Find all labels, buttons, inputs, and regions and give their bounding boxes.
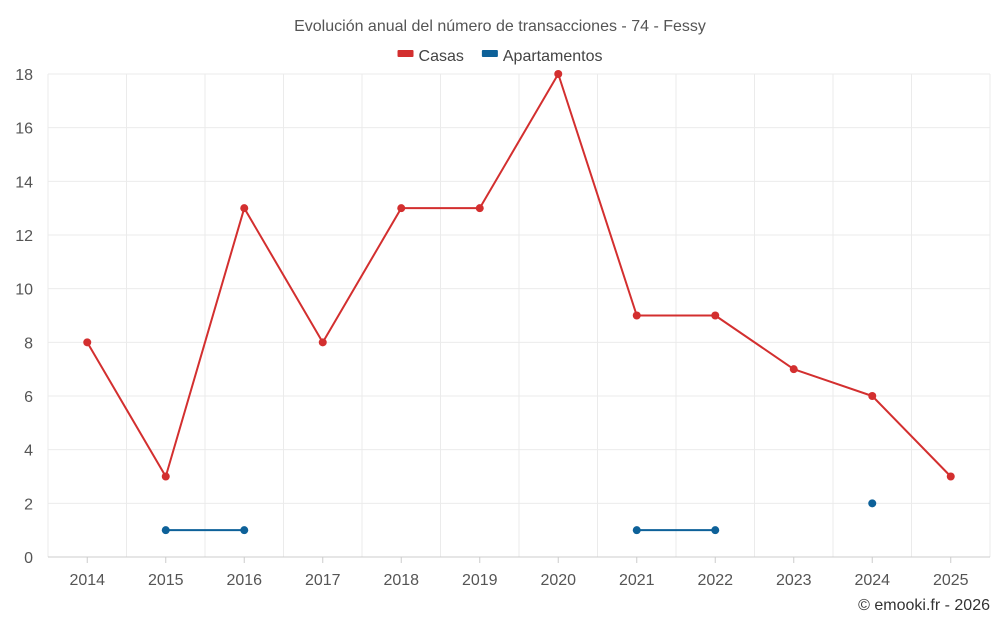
grid (47, 73, 991, 558)
data-point-casas-2017[interactable] (318, 338, 327, 347)
x-tick-label: 2022 (697, 572, 733, 589)
chart-title: Evolución anual del número de transaccio… (294, 18, 706, 35)
y-tick-label: 16 (15, 121, 33, 138)
x-tick-label: 2018 (383, 572, 419, 589)
x-axis-ticks: 2014 2015 2016 2017 2018 2019 2020 2021 2022 2023… (69, 557, 969, 589)
data-point-casas-2019[interactable] (475, 204, 484, 213)
data-point-apartamentos-2021[interactable] (632, 526, 641, 535)
credit-text: © emooki.fr - 2026 (858, 597, 990, 614)
data-point-apartamentos-2024[interactable] (868, 499, 877, 508)
x-tick-label: 2019 (462, 572, 498, 589)
data-point-casas-2022[interactable] (711, 311, 720, 320)
x-tick-label: 2023 (776, 572, 812, 589)
y-tick-label: 12 (15, 228, 33, 245)
x-tick-label: 2014 (69, 572, 105, 589)
y-tick-label: 4 (24, 443, 33, 460)
y-axis-ticks: 0 2 4 6 8 10 12 14 16 18 (15, 67, 33, 567)
series-casas (83, 70, 955, 481)
data-point-apartamentos-2015[interactable] (161, 526, 170, 535)
legend-swatch-apartamentos (481, 50, 498, 57)
legend-label-apartamentos: Apartamentos (503, 48, 603, 65)
x-tick-label: 2025 (933, 572, 969, 589)
x-tick-label: 2024 (854, 572, 890, 589)
legend-item-apartamentos[interactable]: Apartamentos (481, 48, 603, 65)
x-tick-label: 2017 (305, 572, 341, 589)
data-point-casas-2025[interactable] (946, 472, 955, 481)
data-point-casas-2015[interactable] (161, 472, 170, 481)
x-tick-label: 2015 (148, 572, 184, 589)
legend-item-casas[interactable]: Casas (397, 48, 464, 65)
y-tick-label: 6 (24, 389, 33, 406)
series-group (83, 70, 955, 535)
x-tick-label: 2020 (540, 572, 576, 589)
data-point-casas-2024[interactable] (868, 392, 877, 400)
y-tick-label: 18 (15, 67, 33, 84)
data-point-casas-2023[interactable] (789, 365, 798, 374)
data-point-casas-2021[interactable] (632, 311, 641, 320)
y-tick-label: 2 (24, 496, 33, 513)
legend-label-casas: Casas (419, 48, 464, 65)
data-point-casas-2018[interactable] (397, 204, 406, 213)
data-point-apartamentos-2022[interactable] (711, 526, 720, 535)
y-tick-label: 8 (24, 335, 33, 352)
legend-swatch-casas (397, 50, 414, 57)
legend[interactable]: Casas Apartamentos (397, 48, 603, 65)
y-tick-label: 0 (24, 550, 33, 567)
y-tick-label: 14 (15, 174, 33, 191)
data-point-apartamentos-2016[interactable] (240, 526, 249, 535)
data-point-casas-2020[interactable] (554, 70, 563, 78)
x-tick-label: 2016 (226, 572, 262, 589)
series-apartamentos (161, 499, 877, 535)
data-point-casas-2016[interactable] (240, 204, 249, 213)
series-line-casas (86, 73, 952, 478)
y-tick-label: 10 (15, 282, 33, 299)
x-tick-label: 2021 (619, 572, 655, 589)
data-point-casas-2014[interactable] (83, 338, 92, 347)
